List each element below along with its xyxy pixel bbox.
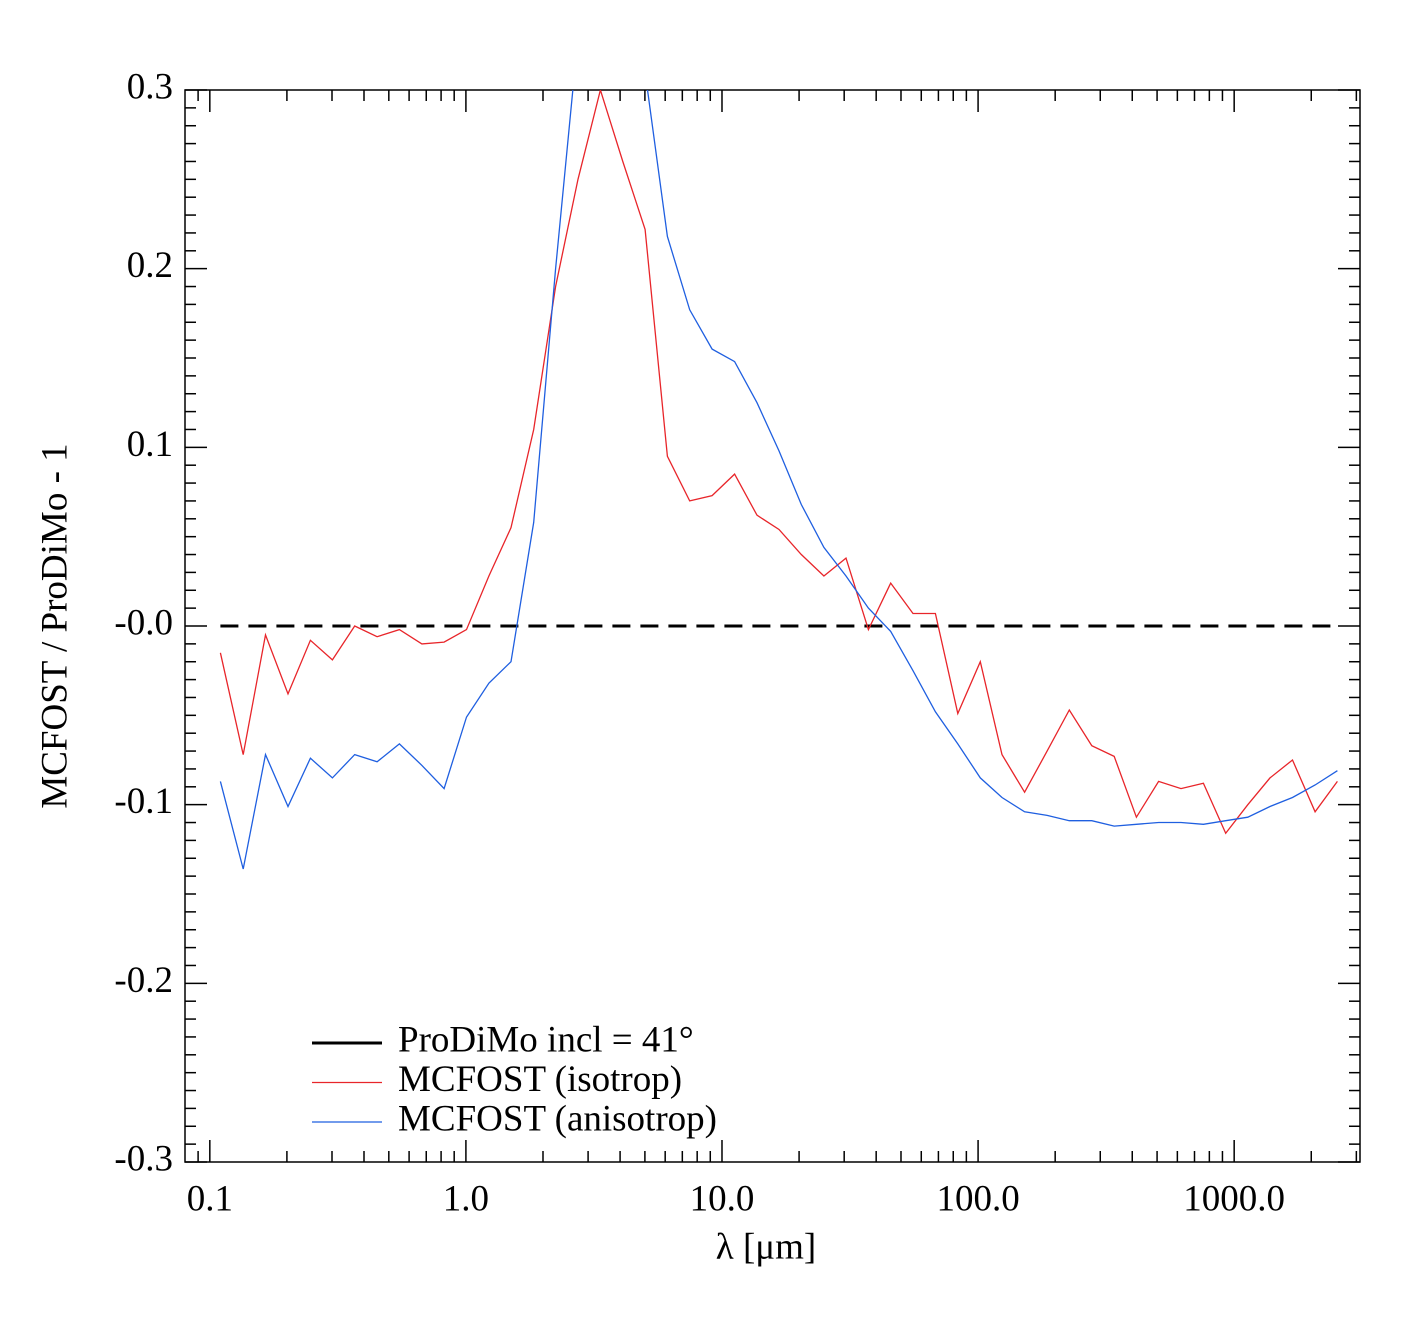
- plot-area: [219, 90, 1338, 870]
- x-tick-label: 1000.0: [1183, 1178, 1285, 1219]
- y-tick-label: 0.3: [127, 66, 173, 107]
- y-tick-label: 0.1: [127, 424, 173, 465]
- y-tick-label: -0.3: [114, 1138, 173, 1179]
- y-axis-label: MCFOST / ProDiMo - 1: [34, 443, 75, 808]
- x-axis-label: λ [μm]: [716, 1226, 816, 1267]
- x-tick-label: 100.0: [936, 1178, 1019, 1219]
- y-tick-label: -0.1: [114, 781, 173, 822]
- y-tick-label: 0.2: [127, 245, 173, 286]
- x-tick-label: 1.0: [443, 1178, 489, 1219]
- y-tick-label: -0.0: [114, 602, 173, 643]
- legend-label: MCFOST (isotrop): [398, 1059, 682, 1100]
- legend-label: MCFOST (anisotrop): [398, 1098, 717, 1139]
- legend-label: ProDiMo incl = 41°: [398, 1019, 694, 1060]
- series-line: [219, 90, 1338, 870]
- series-line: [219, 90, 1338, 835]
- y-tick-label: -0.2: [114, 960, 173, 1001]
- x-tick-label: 10.0: [690, 1178, 755, 1219]
- x-tick-label: 0.1: [187, 1178, 233, 1219]
